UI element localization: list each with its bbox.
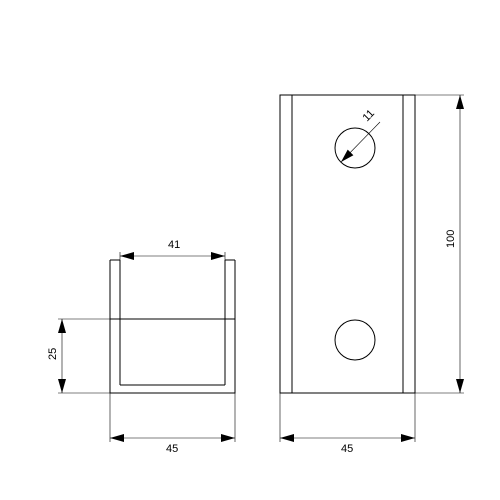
dim-25: 25 [47,319,110,393]
dim-45-right: 45 [280,393,415,455]
dim-45-left: 45 [110,393,235,455]
hole-bottom [335,320,375,360]
dim-11-label: 11 [361,108,378,125]
dim-45R-label: 45 [341,443,353,455]
left-part [110,260,235,393]
dim-41: 41 [120,239,225,260]
engineering-drawing: 41 25 45 45 100 11 [0,0,500,500]
dim-25-label: 25 [47,348,59,360]
dim-45L-label: 45 [166,443,178,455]
dim-100-label: 100 [445,230,457,248]
dim-41-label: 41 [168,239,180,251]
dim-100: 100 [415,95,464,393]
right-part [280,95,415,393]
